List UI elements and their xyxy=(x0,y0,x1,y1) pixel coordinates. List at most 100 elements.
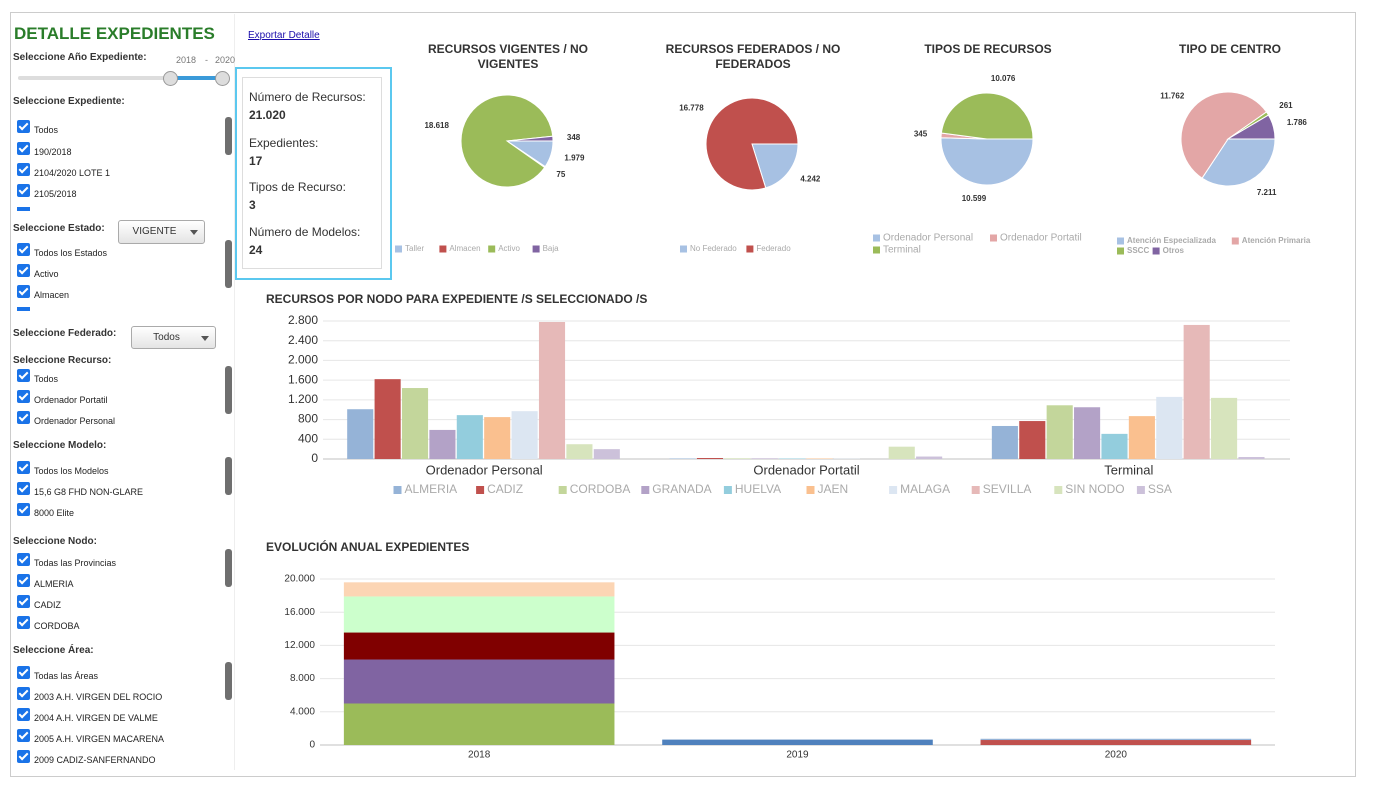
legend-swatch xyxy=(641,486,650,494)
option-label: 2104/2020 LOTE 1 xyxy=(34,168,111,178)
legend-label: Activo xyxy=(498,244,520,253)
checkbox[interactable] xyxy=(17,369,30,382)
bar-segment xyxy=(343,632,615,660)
filter-label: Seleccione Modelo: xyxy=(13,440,107,451)
checkbox[interactable] xyxy=(17,574,30,587)
legend-swatch xyxy=(680,245,687,253)
legend-swatch xyxy=(1054,486,1063,494)
checkbox[interactable] xyxy=(17,687,30,700)
pie-slice xyxy=(460,94,554,188)
checkbox[interactable] xyxy=(17,120,30,133)
checkbox[interactable] xyxy=(17,264,30,277)
kpi-value: 24 xyxy=(249,243,263,257)
slider-handle[interactable] xyxy=(215,71,230,86)
checkbox[interactable] xyxy=(17,163,30,176)
checkbox[interactable] xyxy=(17,666,30,679)
checkbox[interactable] xyxy=(17,142,30,155)
legend-swatch xyxy=(488,245,496,253)
bar xyxy=(888,446,915,459)
legend-swatch xyxy=(393,486,402,494)
legend-swatch xyxy=(439,245,447,253)
option-label: Activo xyxy=(34,269,59,279)
option-label: Ordenador Portatil xyxy=(34,395,108,405)
legend-swatch xyxy=(746,245,754,253)
scrollbar-thumb[interactable] xyxy=(225,117,232,155)
checkbox-peek xyxy=(17,307,30,311)
legend-label: SEVILLA xyxy=(983,482,1032,496)
option-label: Ordenador Personal xyxy=(34,416,116,426)
bar-segment xyxy=(662,739,933,745)
sidebar-title: DETALLE EXPEDIENTES xyxy=(14,24,215,43)
legend-label: Taller xyxy=(405,244,424,253)
legend-swatch xyxy=(873,234,880,242)
option-label: 190/2018 xyxy=(34,147,72,157)
scrollbar-thumb[interactable] xyxy=(225,549,232,587)
check-mark xyxy=(18,708,29,719)
bar xyxy=(1019,421,1046,459)
pie-data-label: 18.618 xyxy=(424,121,449,130)
dropdown[interactable]: Todos xyxy=(131,326,216,349)
scrollbar-thumb[interactable] xyxy=(225,366,232,414)
bar xyxy=(1074,407,1101,459)
checkbox[interactable] xyxy=(17,390,30,403)
legend-label: ALMERIA xyxy=(405,482,458,496)
bar xyxy=(374,379,401,459)
kpi-label: Número de Modelos: xyxy=(249,225,361,239)
checkbox[interactable] xyxy=(17,503,30,516)
checkbox[interactable] xyxy=(17,461,30,474)
pie-slice xyxy=(751,143,799,189)
pie-data-label: 16.778 xyxy=(679,104,704,113)
bar xyxy=(429,429,456,459)
scrollbar-thumb[interactable] xyxy=(225,662,232,700)
pie-title: RECURSOS VIGENTES / NO VIGENTES xyxy=(427,42,589,71)
legend-swatch xyxy=(558,486,567,494)
y-tick-label: 16.000 xyxy=(284,607,315,618)
legend-label: Almacen xyxy=(449,244,480,253)
checkbox[interactable] xyxy=(17,750,30,763)
bar-segment xyxy=(343,596,615,633)
y-tick-label: 8.000 xyxy=(290,673,315,684)
y-tick-label: 800 xyxy=(298,412,318,426)
legend-swatch xyxy=(476,486,485,494)
y-tick-label: 1.200 xyxy=(288,392,318,406)
option-label: 2005 A.H. VIRGEN MACARENA xyxy=(34,734,165,744)
legend-swatch xyxy=(395,245,402,253)
option-label: CADIZ xyxy=(34,600,61,610)
sidebar-divider xyxy=(234,14,235,770)
checkbox[interactable] xyxy=(17,708,30,721)
checkbox[interactable] xyxy=(17,285,30,298)
pie-slice xyxy=(705,97,799,191)
option-label: Todas las Provincias xyxy=(34,558,117,568)
legend-label: JAEN xyxy=(818,482,849,496)
checkbox[interactable] xyxy=(17,729,30,742)
kpi-label: Expedientes: xyxy=(249,136,319,150)
checkbox[interactable] xyxy=(17,184,30,197)
checkbox[interactable] xyxy=(17,553,30,566)
option-label: Todas las Áreas xyxy=(34,671,99,681)
slider-handle[interactable] xyxy=(163,71,178,86)
checkbox[interactable] xyxy=(17,616,30,629)
legend-label: GRANADA xyxy=(652,482,711,496)
pie-title: RECURSOS FEDERADOS / NO FEDERADOS xyxy=(665,42,841,71)
checkbox[interactable] xyxy=(17,243,30,256)
option-label: 15,6 G8 FHD NON-GLARE xyxy=(34,487,144,497)
legend-label: Ordenador Portatil xyxy=(1000,233,1082,244)
legend-label: CADIZ xyxy=(487,482,523,496)
bar-segment xyxy=(343,659,615,704)
x-tick-label: 2018 xyxy=(468,750,491,761)
check-mark xyxy=(18,163,29,174)
scrollbar-thumb[interactable] xyxy=(225,457,232,495)
export-link[interactable]: Exportar Detalle xyxy=(248,30,320,41)
dropdown[interactable]: VIGENTE xyxy=(118,220,205,244)
scrollbar-thumb[interactable] xyxy=(225,240,232,288)
checkbox[interactable] xyxy=(17,411,30,424)
legend-label: Baja xyxy=(543,244,560,253)
option-label: Todos xyxy=(34,125,59,135)
checkbox[interactable] xyxy=(17,595,30,608)
check-mark xyxy=(18,142,29,153)
legend-label: Otros xyxy=(1163,246,1185,255)
checkbox[interactable] xyxy=(17,482,30,495)
y-tick-label: 2.000 xyxy=(288,353,318,367)
